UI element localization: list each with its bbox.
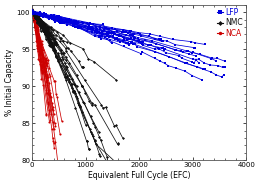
X-axis label: Equivalent Full Cycle (EFC): Equivalent Full Cycle (EFC) (88, 171, 191, 180)
Legend: LFP, NMC, NCA: LFP, NMC, NCA (216, 7, 244, 39)
Y-axis label: % Initial Capacity: % Initial Capacity (5, 49, 14, 116)
